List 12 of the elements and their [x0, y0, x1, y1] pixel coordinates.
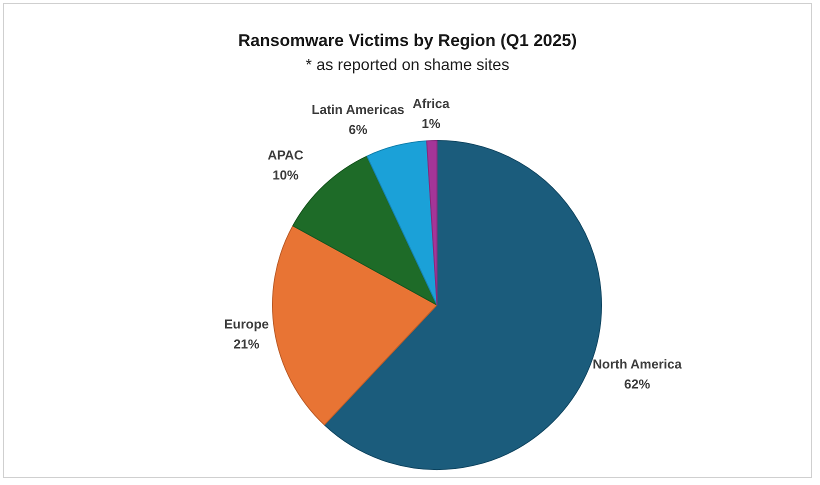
data-label: 1% [422, 116, 441, 132]
slice-label: Europe [224, 316, 269, 332]
data-label: 6% [348, 122, 368, 138]
slice-label: APAC [268, 148, 304, 163]
chart-subtitle: * as reported on shame sites [304, 56, 510, 76]
data-label: 10% [272, 168, 299, 183]
slice-label: North America [592, 356, 682, 372]
slice-label: Africa [412, 96, 450, 112]
slice-label: Latin Americas [312, 102, 404, 118]
chart-title: Ransomware Victims by Region (Q1 2025) [237, 30, 578, 52]
data-label: 62% [624, 376, 651, 392]
data-label: 21% [233, 336, 260, 352]
